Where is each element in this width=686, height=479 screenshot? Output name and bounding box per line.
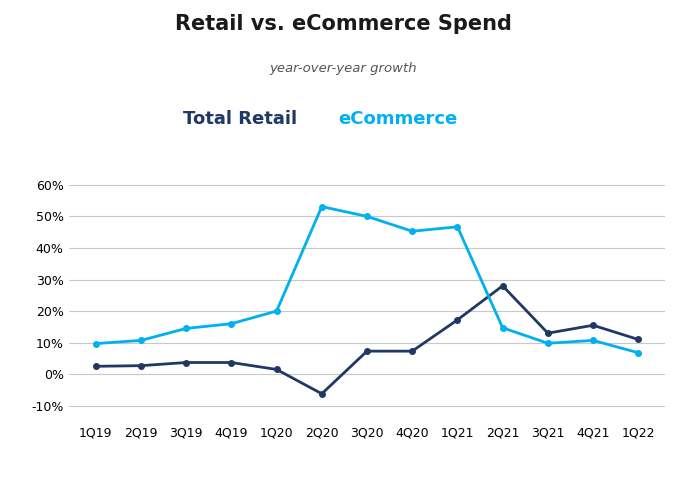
Text: Total Retail: Total Retail <box>183 110 297 128</box>
Text: Retail vs. eCommerce Spend: Retail vs. eCommerce Spend <box>174 14 512 34</box>
Text: eCommerce: eCommerce <box>338 110 458 128</box>
Text: year-over-year growth: year-over-year growth <box>269 62 417 75</box>
